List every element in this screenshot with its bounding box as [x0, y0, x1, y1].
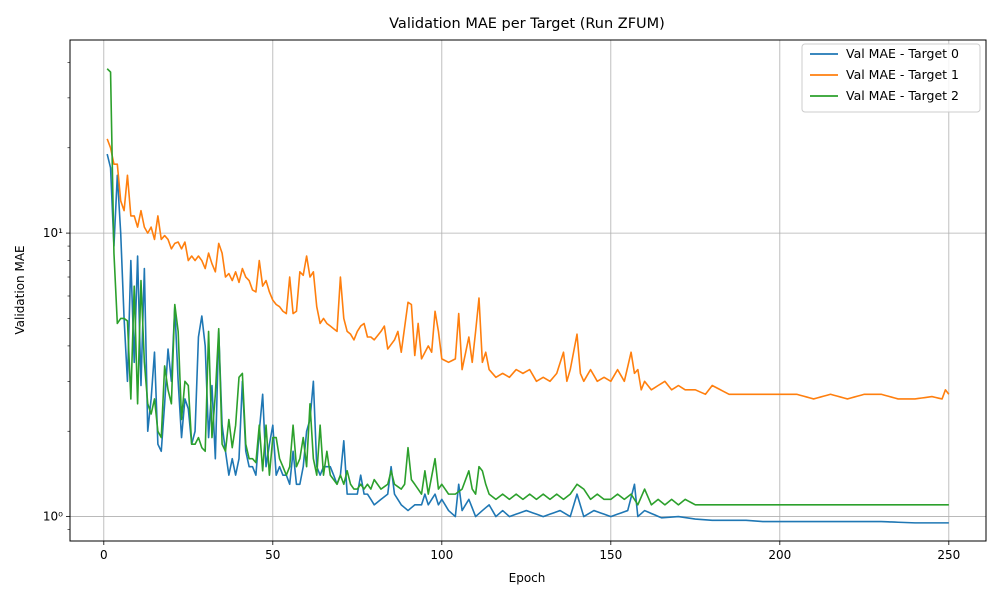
y-axis-ticks: 10⁰ 10¹ — [43, 62, 70, 530]
y-tick-label: 10¹ — [43, 226, 63, 240]
legend-label: Val MAE - Target 2 — [846, 88, 959, 103]
x-tick-label: 250 — [937, 548, 960, 562]
series-line-target-1 — [106, 138, 950, 400]
legend-label: Val MAE - Target 0 — [846, 46, 959, 61]
series-lines — [106, 68, 950, 524]
x-tick-label: 50 — [265, 548, 280, 562]
x-tick-label: 150 — [599, 548, 622, 562]
x-axis-ticks: 0 50 100 150 200 250 — [100, 541, 960, 562]
y-tick-label: 10⁰ — [43, 510, 63, 524]
grid — [70, 40, 986, 541]
x-tick-label: 0 — [100, 548, 108, 562]
x-axis-label: Epoch — [509, 571, 546, 585]
x-tick-label: 100 — [430, 548, 453, 562]
chart-title: Validation MAE per Target (Run ZFUM) — [389, 16, 665, 32]
legend: Val MAE - Target 0 Val MAE - Target 1 Val … — [801, 43, 981, 113]
legend-label: Val MAE - Target 1 — [846, 67, 959, 82]
plot-frame — [69, 39, 987, 542]
y-axis-label: Validation MAE — [13, 245, 27, 334]
legend-box — [801, 43, 981, 113]
x-tick-label: 200 — [768, 548, 791, 562]
series-line-target-2 — [106, 68, 949, 506]
series-line-target-0 — [106, 153, 949, 524]
